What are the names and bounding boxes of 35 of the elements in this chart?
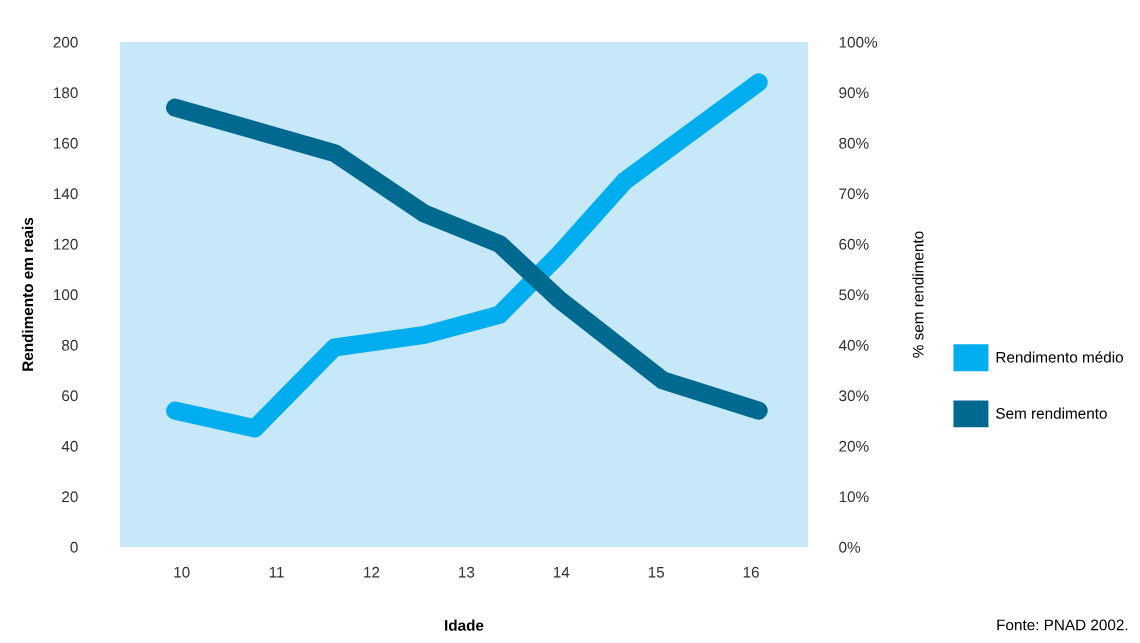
source-note: Fonte: PNAD 2002. <box>997 619 1128 631</box>
y-tick-label: 40 <box>61 440 78 452</box>
legend-label: Sem rendimento <box>996 407 1107 419</box>
y2-tick-label: 60% <box>839 238 869 250</box>
y-tick-label: 100 <box>54 289 78 301</box>
x-tick-label: 13 <box>459 566 475 578</box>
y2-tick-label: 50% <box>839 289 869 301</box>
y2-tick-label: 20% <box>839 440 869 452</box>
y2-tick-label: 70% <box>839 188 869 200</box>
y2-axis-title: % sem rendimento <box>912 231 924 358</box>
y-tick-label: 160 <box>54 137 78 149</box>
x-tick-label: 16 <box>743 566 759 578</box>
y2-tick-label: 100% <box>839 36 878 48</box>
y-tick-label: 60 <box>62 390 78 402</box>
y2-tick-label: 30% <box>839 390 869 402</box>
x-tick-label: 15 <box>648 567 665 578</box>
y2-tick-label: 80% <box>839 137 869 149</box>
y-tick-label: 200 <box>53 36 78 48</box>
x-axis-title: Idade <box>445 619 484 631</box>
y2-tick-label: 90% <box>839 87 869 99</box>
x-tick-label: 12 <box>364 566 380 578</box>
y-tick-label: 20 <box>62 491 78 503</box>
y2-tick-label: 10% <box>839 491 869 503</box>
y-tick-label: 120 <box>54 238 78 250</box>
y-axis-title: Rendimento em reais <box>21 217 34 371</box>
x-tick-label: 11 <box>269 567 284 578</box>
y-tick-label: 0 <box>70 541 78 553</box>
y-tick-label: 180 <box>54 87 78 99</box>
y2-tick-label: 0% <box>839 541 861 553</box>
y-tick-label: 140 <box>54 188 78 200</box>
y-tick-label: 80 <box>62 339 78 351</box>
x-tick-label: 14 <box>553 567 570 578</box>
y2-tick-label: 40% <box>838 339 869 351</box>
legend-label: Rendimento médio <box>996 351 1123 363</box>
x-tick-label: 10 <box>174 566 190 578</box>
